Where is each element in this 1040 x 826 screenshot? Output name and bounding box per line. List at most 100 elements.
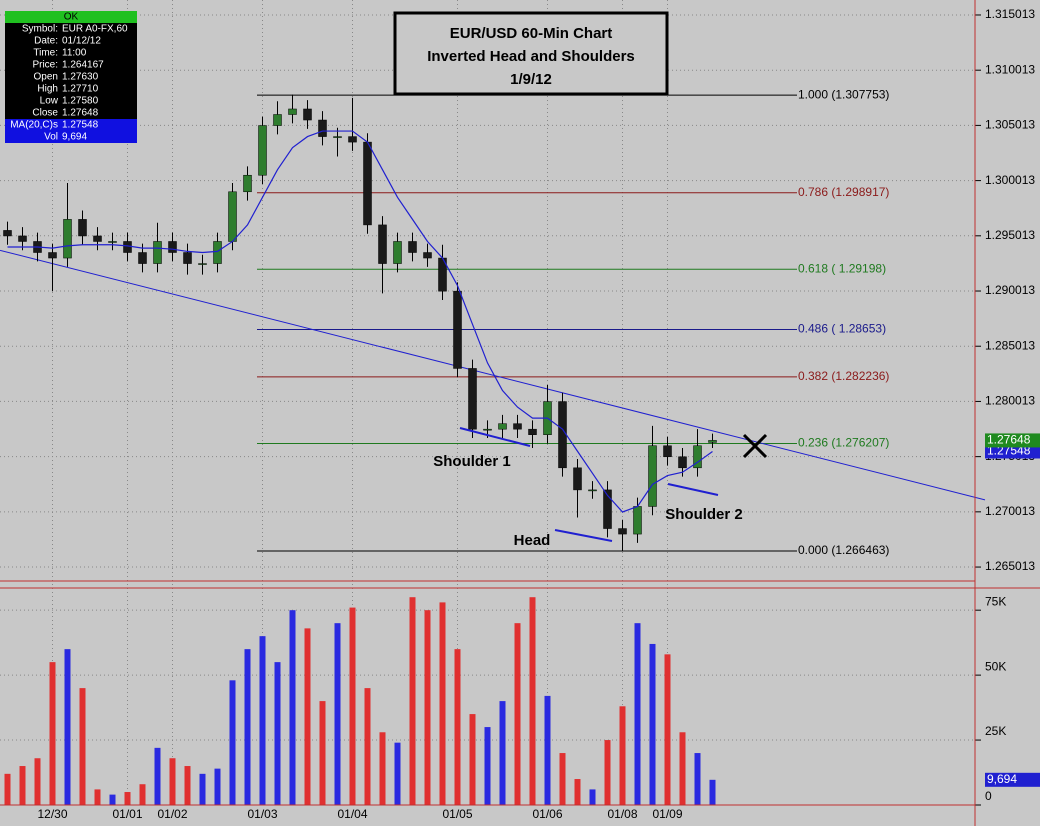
candle-body xyxy=(483,428,492,431)
volume-bar xyxy=(199,773,206,805)
info-label: Open xyxy=(34,72,58,83)
volume-bar xyxy=(454,649,461,805)
volume-bar xyxy=(379,732,386,805)
x-tick-label: 12/30 xyxy=(37,807,67,821)
info-status xyxy=(5,11,137,23)
info-row xyxy=(5,35,137,47)
volume-bar xyxy=(349,607,356,805)
candle-body xyxy=(168,241,177,253)
y-tick-label: 1.305013 xyxy=(985,118,1035,132)
candle-body xyxy=(393,241,402,264)
x-tick-label: 01/09 xyxy=(652,807,682,821)
candle-body xyxy=(183,252,192,264)
candle-body xyxy=(153,241,162,264)
candle-body xyxy=(603,489,612,529)
info-row xyxy=(5,23,137,35)
candle-body xyxy=(78,219,87,237)
x-tick-label: 01/05 xyxy=(442,807,472,821)
candle-body xyxy=(348,136,357,143)
volume-bar xyxy=(154,747,161,805)
info-value: 9,694 xyxy=(62,132,87,143)
info-value: 1.27648 xyxy=(62,108,99,119)
value-flag-label: 1.27648 xyxy=(987,433,1031,447)
info-value: EUR A0-FX,60 xyxy=(62,24,128,35)
volume-bar xyxy=(304,628,311,805)
info-label: High xyxy=(37,84,58,95)
y-tick-label: 1.280013 xyxy=(985,394,1035,408)
y-tick-label: 75K xyxy=(985,594,1006,608)
candle-body xyxy=(633,506,642,535)
volume-bar xyxy=(169,758,176,805)
x-tick-label: 01/08 xyxy=(607,807,637,821)
candle-body xyxy=(333,136,342,138)
volume-bar xyxy=(634,623,641,805)
y-tick-label: 1.315013 xyxy=(985,7,1035,21)
pattern-line xyxy=(554,529,613,542)
info-row xyxy=(5,131,137,143)
x-tick-label: 01/04 xyxy=(337,807,367,821)
info-label: Price: xyxy=(32,60,58,71)
info-label: Close xyxy=(32,108,58,119)
candle-body xyxy=(468,368,477,430)
y-tick-label: 50K xyxy=(985,659,1006,673)
candle-body xyxy=(378,224,387,264)
pattern-line xyxy=(667,483,719,496)
info-label: MA(20,C)s xyxy=(10,120,58,131)
y-tick-label: 1.265013 xyxy=(985,559,1035,573)
x-tick-label: 01/03 xyxy=(247,807,277,821)
info-row xyxy=(5,107,137,119)
fib-label: 0.618 ( 1.29198) xyxy=(798,261,886,275)
candle-body xyxy=(498,423,507,430)
candle-body xyxy=(3,230,12,237)
volume-bar xyxy=(409,597,416,805)
fib-label: 0.382 (1.282236) xyxy=(798,369,889,383)
candle-body xyxy=(228,191,237,242)
candle-body xyxy=(213,241,222,264)
volume-bar xyxy=(484,727,491,805)
info-value: 01/12/12 xyxy=(62,36,101,47)
volume-bar xyxy=(244,649,251,805)
volume-bar xyxy=(499,701,506,805)
value-flag xyxy=(985,444,1040,459)
candle-body xyxy=(93,235,102,242)
candle-body xyxy=(588,489,597,492)
info-box: OK Symbol: EUR A0-FX,60 Date: 01/12/12 Time: 1… xyxy=(5,11,137,143)
volume-bar xyxy=(424,610,431,805)
candle-body xyxy=(663,445,672,458)
volume-bar xyxy=(604,740,611,805)
volume-bar xyxy=(124,792,131,805)
volume-bar xyxy=(259,636,266,805)
volume-bar xyxy=(694,753,701,805)
volume-bar xyxy=(709,779,716,805)
volume-bar xyxy=(319,701,326,805)
candle-body xyxy=(648,445,657,507)
y-tick-label: 1.295013 xyxy=(985,228,1035,242)
info-value: 1.264167 xyxy=(62,60,104,71)
info-label: Time: xyxy=(33,48,58,59)
volume-bar xyxy=(664,654,671,805)
volume-bar xyxy=(469,714,476,805)
candle-body xyxy=(198,263,207,265)
value-flag xyxy=(985,433,1040,448)
x-tick-label: 01/06 xyxy=(532,807,562,821)
info-row xyxy=(5,59,137,71)
volume-bar xyxy=(19,766,26,805)
candle-body xyxy=(708,440,717,443)
fib-label: 0.486 ( 1.28653) xyxy=(798,322,886,336)
info-row xyxy=(5,71,137,83)
x-tick-label: 01/01 xyxy=(112,807,142,821)
y-tick-label: 1.270013 xyxy=(985,504,1035,518)
volume-bar xyxy=(229,680,236,805)
info-label: Low xyxy=(40,96,59,107)
y-tick-label: 1.300013 xyxy=(985,173,1035,187)
volume-bar xyxy=(559,753,566,805)
candle-body xyxy=(303,108,312,121)
volume-bar xyxy=(394,742,401,805)
volume-bar xyxy=(34,758,41,805)
info-status-text: OK xyxy=(64,12,79,23)
volume-bar xyxy=(679,732,686,805)
candle-body xyxy=(693,445,702,469)
title-box: EUR/USD 60-Min Chart Inverted Head and S… xyxy=(393,11,669,96)
title: 1/9/12 xyxy=(510,71,552,88)
info-label: Vol xyxy=(44,132,58,143)
